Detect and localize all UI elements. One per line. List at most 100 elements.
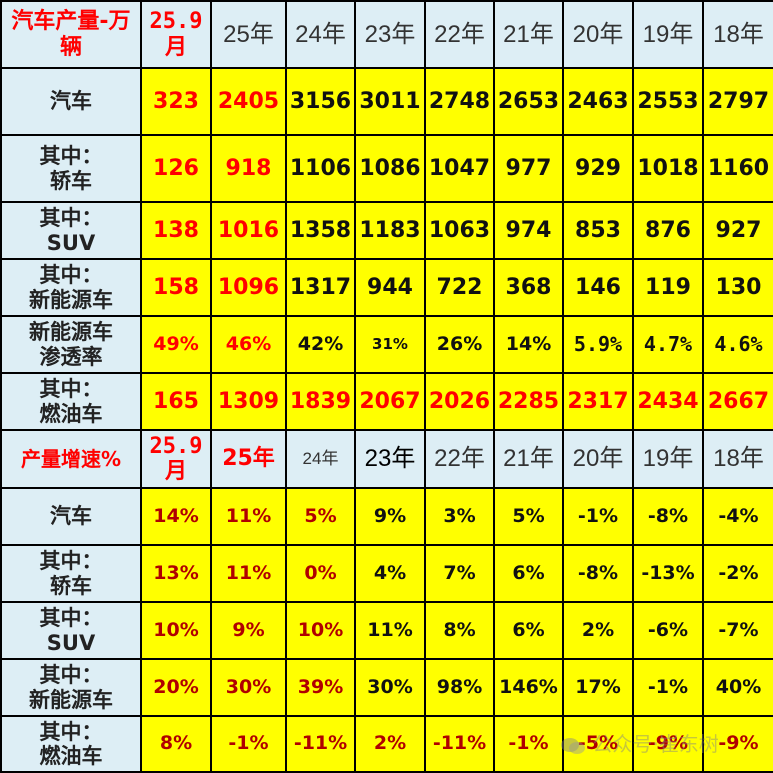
cell: -1%	[210, 715, 287, 773]
cell: 2%	[562, 601, 634, 660]
month-line-1: 25.9	[149, 433, 203, 459]
col-header: 25年	[210, 0, 287, 69]
cell: 1016	[210, 201, 287, 260]
cell: 20%	[140, 658, 212, 717]
table-row: 汽车 14% 11% 5% 9% 3% 5% -1% -8% -4%	[0, 487, 773, 546]
cell: -4%	[702, 487, 773, 546]
label-prefix: 新能源车	[29, 320, 113, 345]
col-header-month: 25.9 月	[140, 429, 212, 489]
label-name: SUV	[46, 630, 96, 655]
table-row: 汽车 323 2405 3156 3011 2748 2653 2463 255…	[0, 67, 773, 136]
label-name: 轿车	[50, 573, 92, 598]
row-label: 汽车	[0, 487, 142, 546]
cell: 1839	[285, 372, 356, 431]
cell: 1309	[210, 372, 287, 431]
cell: 30%	[354, 658, 426, 717]
table-row: 其中： 轿车 126 918 1106 1086 1047 977 929 10…	[0, 134, 773, 203]
cell: 8%	[424, 601, 495, 660]
cell: 30%	[210, 658, 287, 717]
cell: 1063	[424, 201, 495, 260]
cell: -7%	[702, 601, 773, 660]
col-header: 19年	[632, 429, 704, 489]
cell: 11%	[210, 544, 287, 603]
cell: 119	[632, 258, 704, 317]
cell: 1358	[285, 201, 356, 260]
cell: -6%	[632, 601, 704, 660]
cell: 7%	[424, 544, 495, 603]
production-header-row: 汽车产量-万 辆 25.9 月 25年 24年 23年 22年 21年 20年 …	[0, 0, 773, 69]
label-prefix: 其中：	[39, 663, 103, 688]
cell: 2653	[493, 67, 564, 136]
table-row: 其中： SUV 10% 9% 10% 11% 8% 6% 2% -6% -7%	[0, 601, 773, 660]
cell: 3011	[354, 67, 426, 136]
col-header: 19年	[632, 0, 704, 69]
label-prefix: 其中：	[39, 549, 103, 574]
col-header: 24年	[285, 429, 356, 489]
label-name: 新能源车	[29, 287, 113, 312]
cell: -9%	[632, 715, 704, 773]
cell: 4%	[354, 544, 426, 603]
cell: 2026	[424, 372, 495, 431]
cell: 929	[562, 134, 634, 203]
cell: 2748	[424, 67, 495, 136]
row-label: 其中： 新能源车	[0, 258, 142, 317]
growth-header-row: 产量增速% 25.9 月 25年 24年 23年 22年 21年 20年 19年…	[0, 429, 773, 489]
row-label: 其中： SUV	[0, 201, 142, 260]
label-prefix: 其中：	[39, 377, 103, 402]
cell: -11%	[285, 715, 356, 773]
table-row: 其中： SUV 138 1016 1358 1183 1063 974 853 …	[0, 201, 773, 260]
month-line-2: 月	[164, 34, 187, 60]
cell: 2434	[632, 372, 704, 431]
cell: 1160	[702, 134, 773, 203]
cell: 1183	[354, 201, 426, 260]
cell: 49%	[140, 315, 212, 374]
cell: 14%	[493, 315, 564, 374]
row-label: 其中： 燃油车	[0, 372, 142, 431]
cell: 5%	[493, 487, 564, 546]
cell: 158	[140, 258, 212, 317]
cell: 5%	[285, 487, 356, 546]
cell: 2285	[493, 372, 564, 431]
row-label: 其中： 轿车	[0, 134, 142, 203]
cell: -1%	[493, 715, 564, 773]
row-label: 其中： 新能源车	[0, 658, 142, 717]
cell: 1086	[354, 134, 426, 203]
label-prefix: 其中：	[39, 144, 103, 169]
cell: 0%	[285, 544, 356, 603]
cell: 2067	[354, 372, 426, 431]
table-row: 其中： 燃油车 165 1309 1839 2067 2026 2285 231…	[0, 372, 773, 431]
cell: -1%	[632, 658, 704, 717]
cell: 3%	[424, 487, 495, 546]
title-line-1: 汽车产量-万	[11, 9, 131, 35]
col-header: 22年	[424, 0, 495, 69]
cell: -11%	[424, 715, 495, 773]
col-header: 21年	[493, 0, 564, 69]
col-header: 22年	[424, 429, 495, 489]
cell: 165	[140, 372, 212, 431]
cell: 368	[493, 258, 564, 317]
month-line-1: 25.9	[149, 9, 203, 35]
label-name: SUV	[46, 230, 96, 255]
label-name: 轿车	[50, 168, 92, 193]
label-name: 燃油车	[39, 744, 103, 768]
cell: 2%	[354, 715, 426, 773]
col-header: 20年	[562, 429, 634, 489]
cell: -8%	[562, 544, 634, 603]
cell: 4.6%	[702, 315, 773, 374]
label-name: 燃油车	[39, 401, 103, 426]
cell: 6%	[493, 601, 564, 660]
month-line-2: 月	[164, 459, 187, 484]
table-row: 其中： 轿车 13% 11% 0% 4% 7% 6% -8% -13% -2%	[0, 544, 773, 603]
label-prefix: 其中：	[39, 606, 103, 631]
row-label: 其中： 燃油车	[0, 715, 142, 773]
label-name: 渗透率	[39, 344, 103, 369]
table-row: 其中： 燃油车 8% -1% -11% 2% -11% -1% -5% -9% …	[0, 715, 773, 773]
cell: 323	[140, 67, 212, 136]
col-header: 18年	[702, 0, 773, 69]
cell: 1317	[285, 258, 356, 317]
cell: 126	[140, 134, 212, 203]
cell: 130	[702, 258, 773, 317]
cell: 1018	[632, 134, 704, 203]
label-prefix: 其中：	[39, 206, 103, 231]
cell: 9%	[354, 487, 426, 546]
